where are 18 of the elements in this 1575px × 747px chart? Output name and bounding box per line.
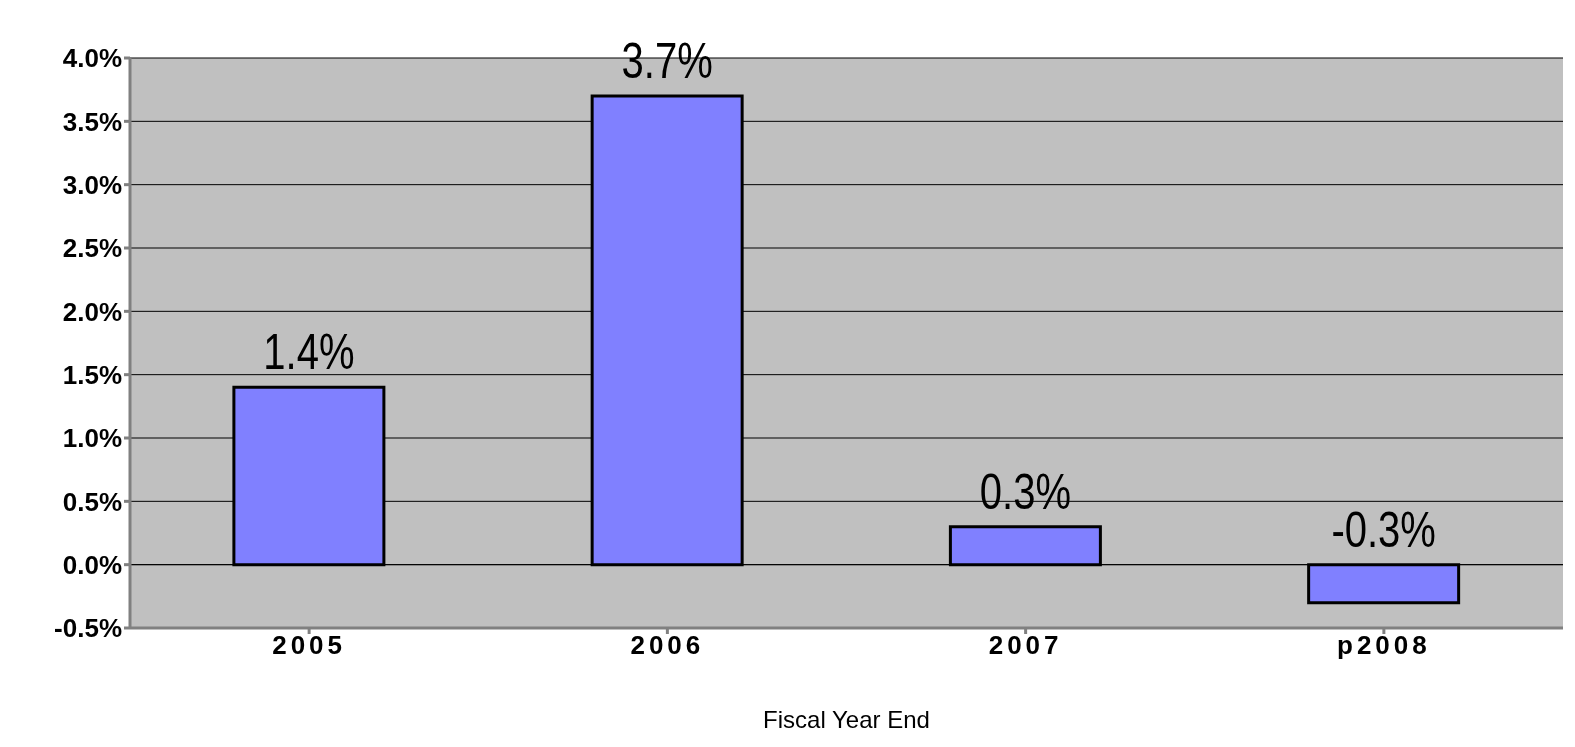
data-label: 1.4% <box>263 324 355 381</box>
y-tick-label: 3.0% <box>62 169 122 200</box>
y-tick-label: 0.5% <box>62 486 122 517</box>
data-label: 3.7% <box>621 32 713 90</box>
y-tick-label: 1.5% <box>62 359 122 390</box>
y-tick-label: 2.0% <box>62 296 122 327</box>
x-axis-title: Fiscal Year End <box>763 706 930 733</box>
data-label: -0.3% <box>1331 501 1436 558</box>
x-tick-label: 2005 <box>272 630 347 661</box>
y-tick-label: 3.5% <box>62 106 122 137</box>
y-tick-label: -0.5% <box>54 613 122 644</box>
x-tick-label: p2008 <box>1337 630 1431 661</box>
x-tick-label: 2006 <box>630 630 705 661</box>
y-tick-label: 4.0% <box>62 43 122 74</box>
y-tick-label: 1.0% <box>62 423 122 454</box>
y-tick-label: 2.5% <box>62 233 122 264</box>
y-tick-label: 0.0% <box>62 549 122 580</box>
x-tick-label: 2007 <box>988 630 1063 661</box>
